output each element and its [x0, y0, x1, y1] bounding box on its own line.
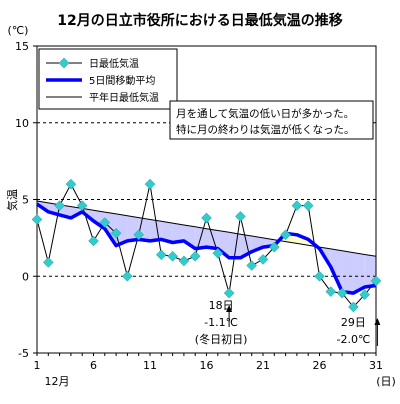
daily-point [359, 289, 371, 301]
daily-point [223, 287, 235, 299]
legend-label: 日最低気温 [89, 57, 139, 70]
daily-point [291, 200, 303, 211]
x-unit-label: (日) [376, 375, 396, 388]
daily-point [144, 178, 156, 190]
daily-point [155, 249, 167, 261]
callout-18-text: 18日 [209, 299, 234, 312]
x-tick-label: 1 [34, 359, 41, 372]
x-tick-label: 26 [313, 359, 327, 372]
daily-point [280, 229, 291, 241]
y-tick-label: 10 [15, 117, 29, 130]
legend-label: 5日間移動平均 [89, 74, 155, 87]
callout-18-text: (冬日初日) [195, 332, 248, 346]
daily-point [42, 257, 54, 268]
below-normal-fill [217, 230, 230, 258]
series-moving-average-line [36, 202, 377, 295]
daily-point [122, 270, 133, 282]
daily-point [348, 301, 359, 313]
daily-point [110, 227, 122, 239]
daily-point [133, 229, 145, 241]
below-normal-fill [116, 213, 128, 246]
below-normal-fill [330, 248, 343, 292]
below-normal-fill [161, 221, 173, 243]
y-axis-label: 気温 [5, 189, 19, 211]
y-tick-label: 15 [15, 40, 29, 53]
daily-point [99, 217, 111, 228]
daily-point [314, 270, 325, 282]
x-tick-label: 21 [256, 359, 270, 372]
below-normal-fill [353, 252, 365, 294]
x-tick-label: 11 [143, 359, 157, 372]
month-label: 12月 [45, 375, 70, 388]
below-normal-fill [172, 223, 184, 243]
daily-point [167, 250, 178, 262]
note-text: 月を通して気温の低い日が多かった。 [176, 107, 354, 120]
daily-point [325, 286, 337, 297]
daily-point [189, 250, 201, 262]
note-box [169, 100, 374, 140]
daily-point [370, 275, 382, 287]
daily-point [201, 212, 212, 224]
callout-29-text: -2.0℃ [336, 333, 370, 346]
callout-29-arrow-head [374, 318, 381, 325]
below-normal-fill [150, 219, 162, 241]
daily-point [65, 178, 77, 190]
x-tick-label: 6 [90, 359, 97, 372]
x-tick-label: 31 [369, 359, 383, 372]
daily-point [76, 200, 88, 211]
daily-point [302, 200, 314, 211]
x-tick-label: 16 [200, 359, 214, 372]
daily-point [212, 247, 224, 259]
daily-point [88, 235, 99, 247]
daily-point [246, 260, 258, 271]
y-tick-label: 0 [22, 270, 29, 283]
daily-point [336, 287, 348, 299]
callout-18-text: -1.1℃ [204, 316, 238, 329]
daily-point [31, 214, 43, 225]
daily-point [268, 241, 280, 253]
y-tick-label: -5 [18, 347, 29, 360]
legend-daily-marker [58, 57, 70, 69]
daily-point [54, 200, 65, 211]
daily-point [178, 255, 190, 267]
callout-29-text: 29日 [341, 316, 366, 329]
y-unit-label: (℃) [8, 24, 29, 37]
y-tick-label: 5 [22, 194, 29, 207]
callout-18-arrow-head [226, 305, 233, 312]
below-normal-fill [342, 250, 354, 294]
chart-title: 12月の日立市役所における日最低気温の推移 [57, 13, 343, 29]
daily-point [235, 211, 246, 222]
legend-label: 平年日最低気温 [89, 91, 159, 104]
note-text: 特に月の終わりは気温が低くなった。 [176, 123, 355, 136]
daily-point [257, 254, 269, 265]
